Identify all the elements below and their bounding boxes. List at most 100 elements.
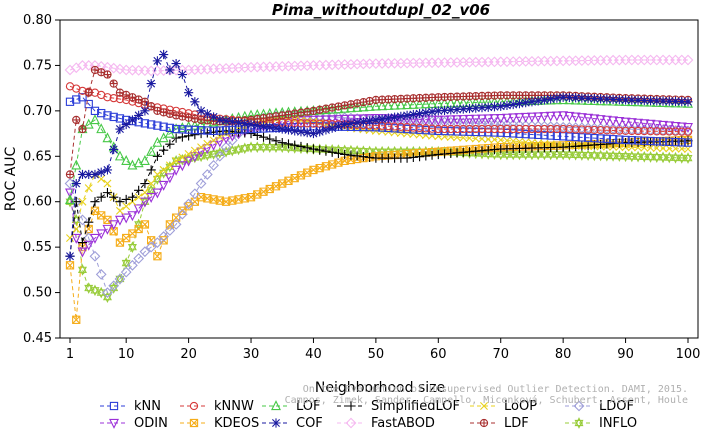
data-point-cof: [109, 144, 119, 155]
data-point-knnw: [665, 127, 674, 136]
data-point-inflo: [514, 148, 524, 158]
data-point-odin: [333, 115, 344, 126]
data-point-loop: [147, 179, 156, 188]
data-point-knn: [652, 137, 661, 146]
legend-label: LDF: [504, 416, 529, 431]
data-point-knn: [109, 112, 118, 122]
y-tick-label: 0.80: [23, 13, 52, 28]
data-point-knn: [178, 125, 187, 134]
data-point-ldof: [114, 273, 126, 285]
data-point-odin: [651, 120, 662, 131]
data-point-cof: [208, 112, 219, 122]
data-point-knnw: [109, 93, 118, 103]
data-point-cof: [127, 115, 138, 125]
data-point-knnw: [583, 125, 593, 134]
data-point-inflo: [627, 153, 637, 163]
data-point-simplifiedlof: [77, 238, 88, 248]
data-point-inflo: [646, 151, 656, 161]
data-point-cof: [620, 95, 631, 105]
data-point-lof: [139, 154, 150, 165]
data-point-cof: [390, 112, 400, 122]
data-point-cof: [521, 98, 531, 108]
data-point-inflo: [227, 147, 237, 157]
data-point-inflo: [209, 148, 219, 158]
legend-label: kNNW: [214, 399, 254, 414]
data-point-simplifiedlof: [177, 132, 187, 142]
data-point-knn: [646, 136, 655, 146]
data-point-inflo: [527, 148, 537, 158]
data-point-simplifiedlof: [115, 197, 125, 207]
data-point-cof: [177, 69, 187, 80]
x-tick-label: 50: [368, 347, 385, 362]
x-tick-label: 60: [430, 347, 447, 362]
data-point-loop: [190, 146, 199, 155]
data-point-ldf: [97, 68, 105, 76]
data-point-lof: [402, 99, 413, 110]
data-point-loop: [184, 150, 193, 159]
data-point-cof: [496, 101, 506, 111]
data-point-odin: [533, 112, 544, 123]
data-point-inflo: [265, 141, 275, 151]
data-point-odin: [470, 114, 481, 125]
data-point-inflo: [252, 144, 262, 154]
data-point-loop: [97, 175, 106, 183]
data-point-cof: [152, 56, 162, 66]
data-point-odin: [96, 229, 107, 240]
data-point-cof: [552, 93, 562, 103]
data-point-loop: [646, 143, 655, 152]
data-point-cof: [489, 102, 500, 112]
data-point-simplifiedlof: [165, 139, 175, 149]
data-point-simplifiedlof: [258, 132, 269, 142]
data-point-cof: [171, 59, 181, 69]
data-point-knn: [640, 136, 649, 145]
legend-item-cof: COF: [262, 416, 323, 431]
data-point-knnw: [303, 119, 312, 128]
data-point-cof: [564, 92, 574, 103]
data-point-cof: [134, 110, 144, 120]
data-point-cof: [271, 123, 281, 133]
data-point-cof: [246, 119, 256, 130]
data-point-odin: [196, 147, 207, 158]
data-point-inflo: [115, 275, 125, 285]
data-point-simplifiedlof: [140, 178, 150, 189]
data-point-loop: [172, 156, 181, 165]
y-axis-label: ROC AUC: [3, 146, 19, 211]
data-point-cof: [227, 117, 237, 127]
data-point-inflo: [558, 151, 568, 161]
data-point-odin: [83, 240, 94, 251]
data-point-inflo: [96, 289, 106, 299]
credit-line-2: Campos, Zimek, Sander, Campello, Micenko…: [285, 394, 688, 406]
data-point-odin: [545, 111, 556, 122]
data-point-inflo: [614, 152, 624, 162]
data-point-knn: [84, 99, 93, 109]
data-point-inflo: [346, 147, 356, 157]
data-point-knnw: [496, 124, 505, 134]
data-point-lof: [408, 98, 419, 109]
data-point-kdeos: [65, 261, 75, 270]
data-point-ldof: [201, 169, 213, 180]
data-point-odin: [77, 247, 88, 258]
data-point-knn: [527, 130, 537, 139]
data-point-cof: [371, 115, 381, 125]
data-point-lof: [377, 100, 388, 111]
data-point-inflo: [508, 148, 518, 158]
data-point-inflo: [196, 153, 206, 163]
data-point-odin: [589, 114, 600, 125]
data-point-cof: [614, 95, 624, 105]
data-point-inflo: [577, 151, 587, 161]
data-point-lof: [333, 103, 344, 114]
data-point-knn: [627, 136, 636, 145]
data-point-inflo: [146, 187, 156, 197]
data-point-inflo: [127, 243, 137, 253]
data-point-odin: [214, 137, 225, 148]
data-point-cof: [165, 65, 175, 75]
data-point-cof: [115, 124, 125, 134]
data-point-ldof: [95, 269, 107, 280]
data-point-cof: [258, 121, 269, 131]
data-point-lof: [177, 122, 188, 133]
data-point-knn: [209, 126, 218, 135]
data-point-odin: [65, 188, 75, 199]
data-point-ldof: [164, 225, 176, 236]
data-point-inflo: [614, 150, 624, 160]
data-point-loop: [134, 193, 143, 202]
